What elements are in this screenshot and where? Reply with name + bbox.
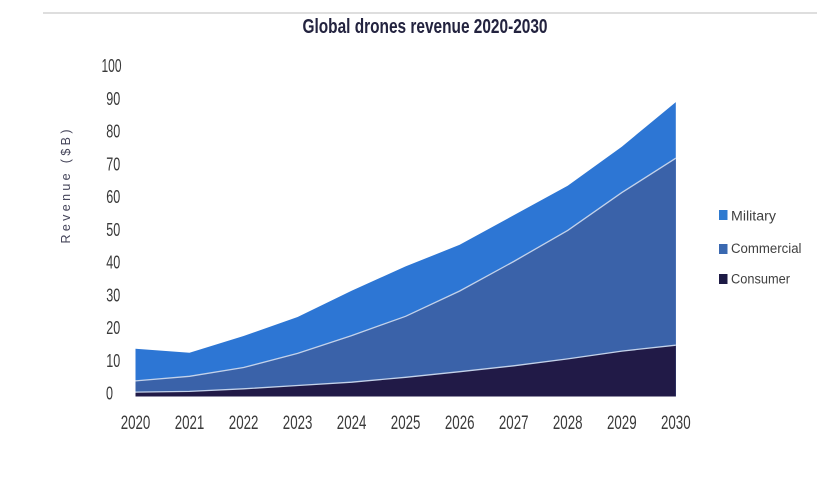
svg-text:2020: 2020 — [121, 412, 151, 434]
svg-text:2022: 2022 — [229, 412, 259, 434]
svg-text:20: 20 — [106, 318, 120, 338]
svg-text:100: 100 — [102, 56, 122, 76]
svg-text:30: 30 — [106, 286, 120, 306]
svg-text:2026: 2026 — [445, 412, 475, 434]
svg-text:2023: 2023 — [283, 412, 313, 434]
svg-text:Global drones revenue 2020-203: Global drones revenue 2020-2030 — [303, 16, 548, 38]
svg-text:50: 50 — [106, 220, 120, 240]
svg-text:80: 80 — [106, 122, 120, 142]
svg-text:Military: Military — [731, 208, 776, 223]
svg-text:90: 90 — [106, 89, 120, 109]
svg-text:2025: 2025 — [391, 412, 421, 434]
svg-text:40: 40 — [106, 253, 120, 273]
svg-text:2030: 2030 — [661, 412, 691, 434]
svg-text:0: 0 — [106, 384, 113, 404]
svg-text:2028: 2028 — [553, 412, 583, 434]
svg-text:2027: 2027 — [499, 412, 529, 434]
svg-text:2021: 2021 — [175, 412, 205, 434]
svg-text:60: 60 — [106, 187, 120, 207]
svg-text:Consumer: Consumer — [731, 271, 790, 286]
svg-text:2029: 2029 — [607, 412, 637, 434]
svg-text:70: 70 — [106, 155, 120, 175]
svg-text:10: 10 — [106, 351, 120, 371]
svg-text:Commercial: Commercial — [731, 241, 802, 256]
svg-text:2024: 2024 — [337, 412, 367, 434]
